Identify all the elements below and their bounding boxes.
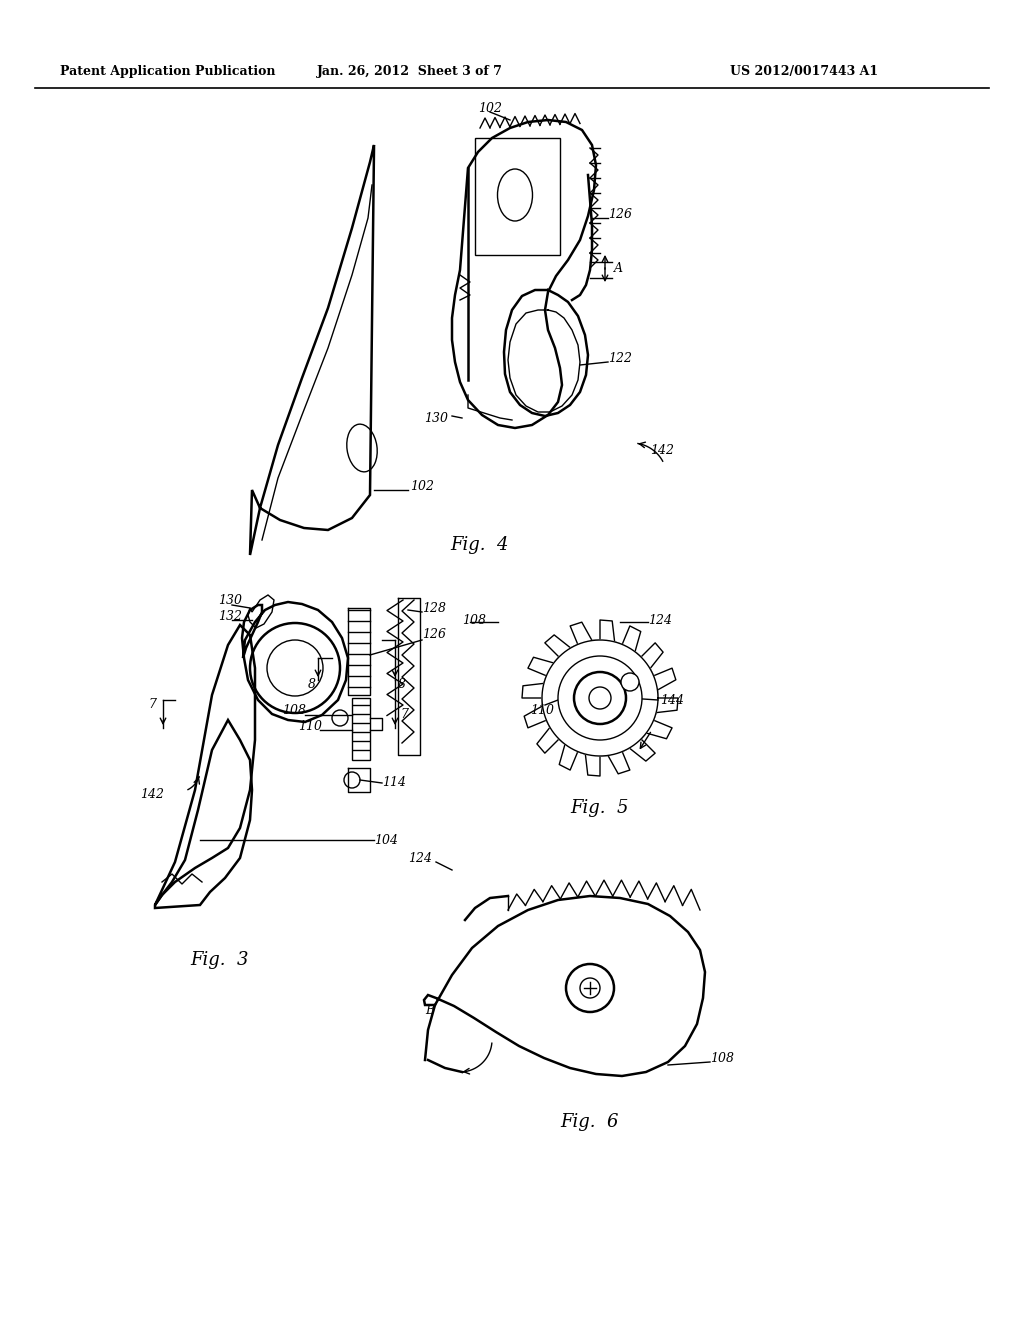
Text: 8: 8 [308,678,316,692]
Text: 126: 126 [422,628,446,642]
Circle shape [621,673,639,690]
Text: Patent Application Publication: Patent Application Publication [60,66,275,78]
Circle shape [574,672,626,723]
Text: A: A [614,261,623,275]
Text: 102: 102 [478,102,502,115]
Text: 130: 130 [218,594,242,606]
Circle shape [566,964,614,1012]
Circle shape [558,656,642,741]
Text: Fig.  3: Fig. 3 [190,950,249,969]
Text: 108: 108 [282,704,306,717]
Text: 8: 8 [398,678,406,692]
Text: 126: 126 [608,209,632,222]
Text: 128: 128 [422,602,446,615]
Text: 104: 104 [374,833,398,846]
Text: US 2012/0017443 A1: US 2012/0017443 A1 [730,66,879,78]
Text: B: B [425,1003,434,1016]
Text: 130: 130 [424,412,449,425]
Circle shape [589,686,611,709]
Text: Fig.  4: Fig. 4 [451,536,509,554]
Text: 102: 102 [410,480,434,494]
Circle shape [580,978,600,998]
Text: 122: 122 [608,351,632,364]
Text: 142: 142 [140,788,164,801]
Text: 124: 124 [408,851,432,865]
Text: Fig.  6: Fig. 6 [561,1113,620,1131]
Polygon shape [542,640,658,756]
Text: 132: 132 [218,610,242,623]
Text: 110: 110 [298,721,322,734]
Text: Fig.  5: Fig. 5 [570,799,630,817]
Text: 7: 7 [148,698,156,711]
Text: 108: 108 [462,614,486,627]
Text: 114: 114 [382,776,406,789]
Text: 124: 124 [648,614,672,627]
Text: 7: 7 [400,709,408,722]
Text: Jan. 26, 2012  Sheet 3 of 7: Jan. 26, 2012 Sheet 3 of 7 [317,66,503,78]
Text: 142: 142 [650,444,674,457]
Text: 108: 108 [710,1052,734,1064]
Text: 110: 110 [530,704,554,717]
Text: 144: 144 [660,693,684,706]
